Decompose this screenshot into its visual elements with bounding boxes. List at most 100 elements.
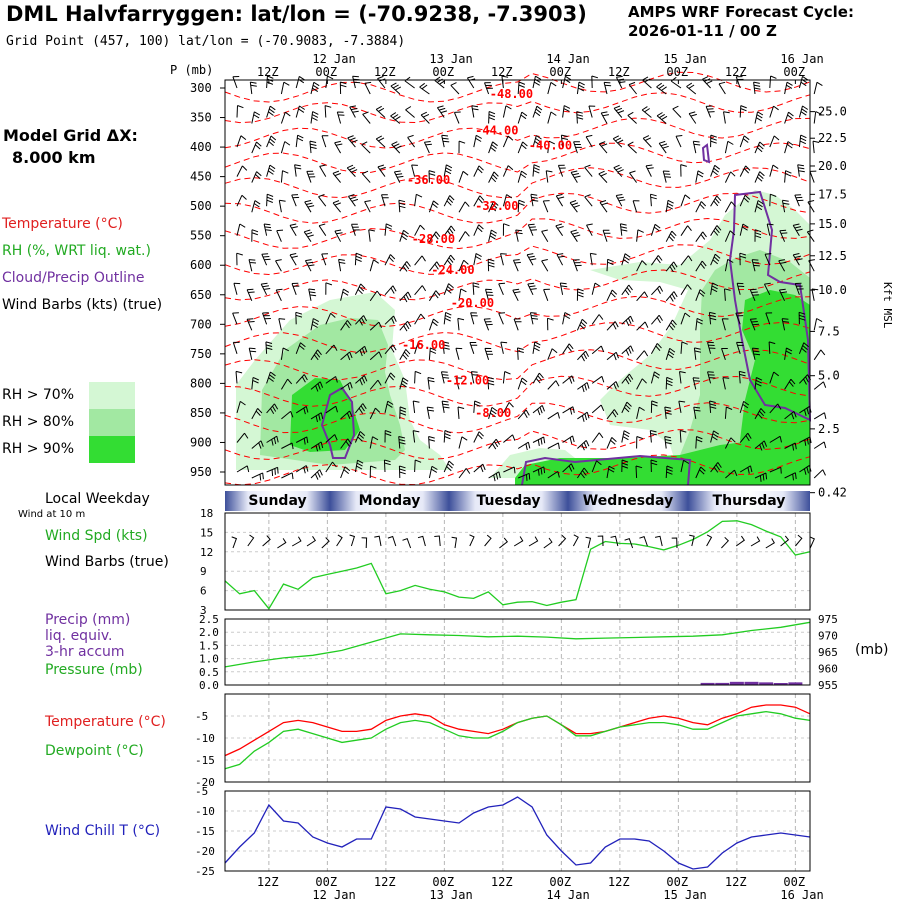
wind-barb	[235, 370, 243, 384]
isotherm-label: -28.00	[412, 232, 455, 246]
wind-barb	[364, 81, 372, 95]
wind-barb	[708, 311, 717, 325]
wind-barb	[591, 314, 604, 325]
wind-barb-10m	[387, 535, 397, 547]
wind-barb	[319, 164, 327, 177]
wind-barb	[584, 194, 593, 207]
wind-barb-10m	[671, 537, 678, 549]
wind-barb-10m	[499, 537, 509, 549]
pressure-line	[224, 621, 811, 668]
wind-barb	[680, 341, 688, 354]
wind-barb	[665, 465, 673, 479]
wind-barb	[606, 258, 614, 272]
bottom-date-tick-label: 12 Jan	[312, 888, 355, 900]
wind-barb	[724, 171, 736, 183]
wind-barb	[251, 171, 262, 183]
wind-barb	[325, 461, 337, 473]
wind-barb	[562, 406, 575, 415]
wind-barb	[517, 347, 524, 360]
wind-chill-tick-label: -20	[195, 845, 215, 858]
isotherm-label: -44.00	[475, 124, 518, 138]
wind-barb	[294, 164, 302, 177]
wind-barb	[751, 259, 760, 272]
wind-barb	[352, 75, 361, 89]
legend-temperature-2: Temperature (°C)	[45, 714, 166, 730]
wind-barb	[532, 164, 540, 177]
wind-barb	[398, 436, 406, 449]
wind-barb	[532, 405, 545, 416]
wind-barb	[518, 472, 531, 481]
wind-barb	[502, 135, 514, 148]
temperature-tick-label: -20	[195, 776, 215, 789]
wind-barb	[487, 376, 495, 390]
wind-barb	[251, 111, 261, 124]
isotherm-line	[224, 71, 811, 103]
wind-barb	[473, 431, 484, 443]
cloud-outline	[701, 143, 711, 164]
wind-barb	[428, 318, 439, 331]
wind-barb	[621, 401, 632, 414]
wind-barb	[650, 400, 658, 413]
wind-barb	[502, 105, 512, 118]
wind-barb	[665, 291, 678, 302]
wind-barb	[576, 467, 589, 479]
wind-barb	[650, 371, 660, 384]
wind-barb	[722, 377, 730, 390]
wind-barb	[428, 347, 437, 360]
wind-barb	[606, 351, 619, 361]
wind-barb	[434, 76, 446, 89]
wind-barb	[414, 193, 423, 207]
isotherm-line	[224, 142, 811, 174]
wind-barb	[781, 318, 790, 331]
wind-barb	[794, 282, 804, 295]
wind-barb	[813, 349, 826, 361]
wind-barb	[695, 289, 706, 301]
wind-barb	[724, 140, 734, 154]
wind-barb	[784, 81, 793, 95]
wind-barb	[488, 141, 498, 154]
legend-wind-speed: Wind Spd (kts)	[45, 528, 148, 544]
precip-bar	[788, 682, 803, 685]
wind-barb	[680, 255, 693, 266]
wind-barb	[280, 170, 289, 183]
wind-barb	[736, 341, 744, 354]
day-monday: Monday	[330, 491, 449, 511]
wind-barb-10m	[543, 537, 553, 549]
wind-barb	[621, 315, 634, 327]
wind-barb-10m	[780, 535, 790, 547]
day-sunday: Sunday	[225, 491, 330, 511]
wind-barb	[266, 466, 279, 477]
isotherm-line	[224, 117, 811, 149]
wind-barb-10m	[336, 534, 343, 547]
wind-barb	[381, 194, 389, 207]
wind-barb	[754, 200, 764, 213]
wind-barb	[488, 438, 501, 450]
wind-barb	[621, 373, 634, 385]
wind-barb	[798, 105, 809, 118]
wind-barb	[325, 405, 338, 414]
time-tick-label: 00Z	[432, 65, 454, 79]
wind-barb	[813, 412, 827, 420]
wind-chill-line	[224, 796, 811, 870]
wind-barb-10m	[417, 535, 426, 547]
wind-barb	[710, 134, 717, 148]
wind-barb	[665, 376, 673, 390]
bottom-time-tick-label: 12Z	[374, 875, 396, 889]
wind-barb	[710, 195, 722, 207]
bottom-time-tick-label: 00Z	[783, 875, 805, 889]
height-tick-label: 10.0	[818, 283, 847, 297]
wind-barb	[246, 288, 255, 301]
pressure-tick-label: 900	[190, 435, 212, 449]
wind-barb	[428, 231, 441, 242]
wind-barb	[488, 406, 498, 420]
wind-barb	[325, 434, 338, 443]
wind-barb	[769, 466, 782, 474]
wind-barb	[621, 459, 629, 473]
isotherm-line	[224, 192, 811, 224]
legend-temperature: Temperature (°C)	[2, 216, 123, 232]
wind-barb	[672, 105, 682, 118]
time-tick-label: 12Z	[725, 65, 747, 79]
wind-barb	[665, 347, 676, 360]
wind-barb	[260, 282, 271, 296]
